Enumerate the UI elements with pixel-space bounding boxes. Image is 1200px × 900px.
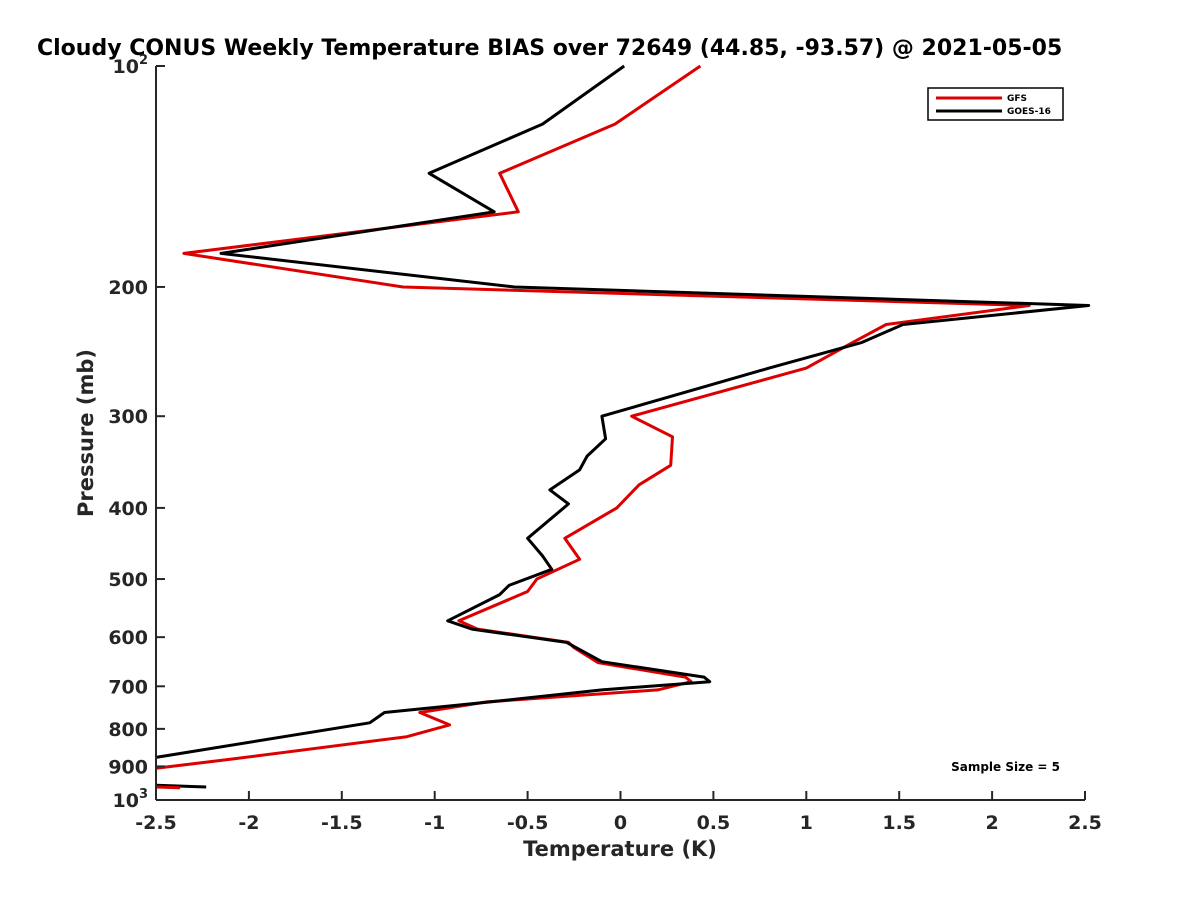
- x-tick-label: -0.5: [507, 812, 549, 834]
- plot-area: [155, 64, 1091, 790]
- y-tick-label: 102: [113, 53, 149, 78]
- x-tick-label: -1.5: [321, 812, 363, 834]
- x-tick-label: -2.5: [135, 812, 177, 834]
- y-tick-label: 900: [108, 756, 148, 778]
- x-tick-label: 0.5: [697, 812, 731, 834]
- x-tick-label: 2: [985, 812, 998, 834]
- legend: GFS GOES-16: [927, 87, 1064, 121]
- x-tick-label: 2.5: [1068, 812, 1102, 834]
- x-tick-label: 0: [614, 812, 627, 834]
- x-tick-label: 1: [800, 812, 813, 834]
- x-tick-label: -1: [424, 812, 445, 834]
- x-tick-label: -2: [238, 812, 259, 834]
- y-tick-label: 600: [108, 627, 148, 649]
- series-line-goes-16: [155, 64, 1091, 759]
- y-tick-label: 103: [113, 787, 149, 812]
- x-tick-label: 1.5: [882, 812, 916, 834]
- legend-box: [927, 87, 1064, 121]
- chart-title: Cloudy CONUS Weekly Temperature BIAS ove…: [37, 36, 1062, 61]
- legend-label-goes-16: GOES-16: [1007, 107, 1051, 117]
- legend-label-gfs: GFS: [1007, 94, 1027, 104]
- y-tick-label: 400: [108, 498, 148, 520]
- y-tick-label: 200: [108, 277, 148, 299]
- y-tick-label: 700: [108, 676, 148, 698]
- y-tick-label: 800: [108, 719, 148, 741]
- y-axis-label: Pressure (mb): [74, 349, 98, 517]
- sample-size-annotation: Sample Size = 5: [951, 760, 1060, 774]
- series-line-gfs: [155, 64, 1031, 770]
- series-line-segment-2: [155, 783, 207, 789]
- series-line-segment-3: [155, 785, 181, 790]
- x-axis-label: Temperature (K): [523, 837, 717, 861]
- y-tick-label: 500: [108, 569, 148, 591]
- axes: -2.5 -2 -1.5 -1 -0.5 0 0.5 1 1.5 2 2.5 102 200 300 400…: [108, 53, 1102, 834]
- y-tick-label: 300: [108, 406, 148, 428]
